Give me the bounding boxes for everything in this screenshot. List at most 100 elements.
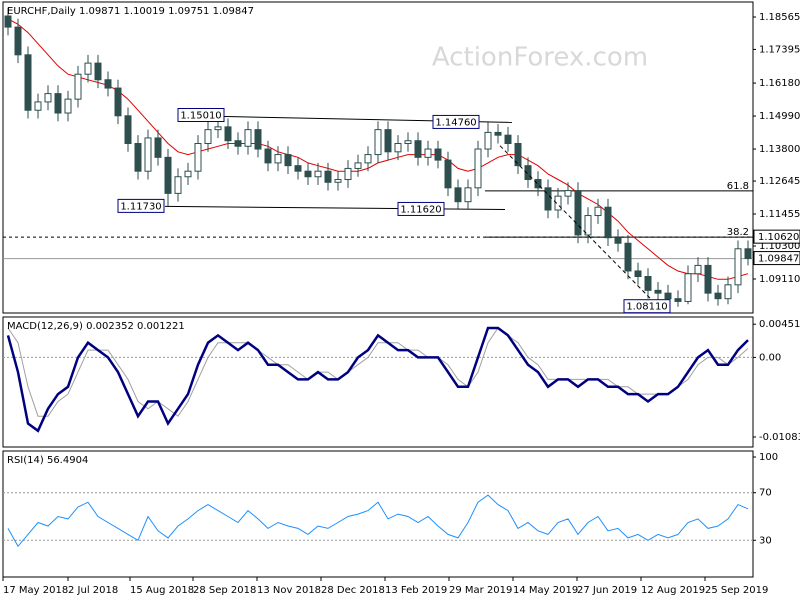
fib-label: 61.8 — [727, 181, 749, 192]
y-tick-label: 1.16180 — [759, 78, 800, 89]
panel-title: RSI(14) 56.4904 — [7, 455, 88, 466]
x-tick-label: 13 Nov 2018 — [257, 585, 321, 596]
price-marker-box — [753, 251, 800, 266]
y-tick-label: 1.18565 — [759, 12, 800, 23]
candle-body — [434, 148, 442, 161]
candle-body — [494, 131, 502, 136]
candle-body — [274, 154, 282, 164]
candle-body — [254, 129, 262, 150]
candle-body — [704, 264, 712, 294]
candle-body — [284, 154, 292, 167]
candle-body — [194, 142, 202, 172]
annotation-label: 1.14760 — [435, 117, 476, 128]
candle-body — [14, 26, 22, 56]
candle-body — [104, 79, 112, 89]
candle-body — [114, 87, 122, 117]
candle-body — [714, 292, 722, 300]
panel-title: EURCHF,Daily 1.09871 1.10019 1.09751 1.0… — [7, 6, 254, 17]
candle-body — [364, 154, 372, 164]
candle-body — [624, 242, 632, 272]
y-tick-label: 0.004518 — [759, 319, 800, 330]
moving-average — [7, 18, 749, 280]
candle-body — [744, 248, 752, 259]
x-tick-label: 28 Dec 2018 — [321, 585, 385, 596]
candle-body — [324, 170, 332, 183]
y-tick-label: 1.11455 — [759, 209, 800, 220]
y-tick-label: 30 — [759, 535, 772, 546]
candle-body — [644, 276, 652, 291]
candle-body — [144, 137, 152, 172]
candle-body — [584, 215, 592, 236]
candle-body — [214, 126, 222, 131]
candle-body — [464, 187, 472, 203]
annotation-label: 1.11620 — [400, 204, 441, 215]
candle-body — [184, 170, 192, 178]
indicator-line — [7, 327, 749, 417]
candle-body — [264, 148, 272, 164]
fib-label: 38.2 — [727, 227, 749, 238]
candle-body — [514, 142, 522, 167]
indicator-line — [7, 494, 749, 548]
y-tick-label: 1.14990 — [759, 111, 800, 122]
candle-body — [384, 129, 392, 153]
candle-body — [424, 148, 432, 158]
trendline — [164, 205, 506, 210]
price-marker-label: 1.09847 — [758, 254, 799, 265]
annotation-label: 1.08110 — [626, 302, 667, 313]
y-tick-label: 0.00 — [759, 352, 781, 363]
panel-frame — [2, 450, 754, 578]
annotation-box — [623, 299, 671, 314]
candle-body — [54, 93, 62, 114]
candle-body — [634, 270, 642, 278]
candle-body — [394, 142, 402, 153]
candle-body — [154, 137, 162, 158]
candle-body — [654, 289, 662, 294]
candle-body — [224, 126, 232, 142]
trendline — [499, 145, 651, 299]
x-tick-label: 17 May 2018 — [3, 585, 68, 596]
candle-body — [134, 142, 142, 172]
candle-body — [564, 190, 572, 197]
candle-body — [414, 140, 422, 158]
watermark: ActionForex.com — [432, 43, 648, 73]
candle-body — [454, 187, 462, 203]
candle-body — [674, 298, 682, 302]
candle-body — [354, 162, 362, 169]
y-tick-label: 1.13800 — [759, 144, 800, 155]
x-tick-label: 2 Jul 2018 — [68, 585, 118, 596]
candle-body — [724, 284, 732, 300]
panel-frame — [2, 316, 754, 448]
annotation-box — [432, 114, 480, 129]
y-tick-label: 1.17395 — [759, 44, 800, 55]
y-tick-label: 1.12645 — [759, 176, 800, 187]
x-tick-label: 12 Aug 2019 — [641, 585, 705, 596]
candle-body — [4, 15, 12, 28]
candle-body — [544, 187, 552, 211]
y-tick-label: -0.010835 — [759, 432, 800, 443]
x-tick-label: 29 Mar 2019 — [449, 585, 512, 596]
candle-body — [444, 159, 452, 189]
candle-body — [334, 179, 342, 183]
x-tick-label: 27 Jun 2019 — [577, 585, 637, 596]
candle-body — [124, 115, 132, 144]
x-tick-label: 14 May 2019 — [513, 585, 578, 596]
candle-body — [304, 170, 312, 178]
candle-body — [34, 101, 42, 111]
x-tick-label: 28 Sep 2018 — [193, 585, 256, 596]
candle-body — [734, 248, 742, 286]
candle-body — [174, 176, 182, 194]
candle-body — [84, 62, 92, 75]
indicator-line — [6, 326, 749, 433]
candle-body — [294, 165, 302, 172]
candle-body — [404, 140, 412, 144]
panel-frame — [2, 1, 754, 314]
candle-body — [604, 206, 612, 239]
candle-body — [44, 93, 52, 103]
annotation-box — [177, 108, 225, 123]
candle-body — [74, 73, 82, 100]
candle-body — [94, 62, 102, 81]
candle-body — [554, 195, 562, 211]
candle-body — [574, 190, 582, 236]
candle-body — [474, 148, 482, 189]
